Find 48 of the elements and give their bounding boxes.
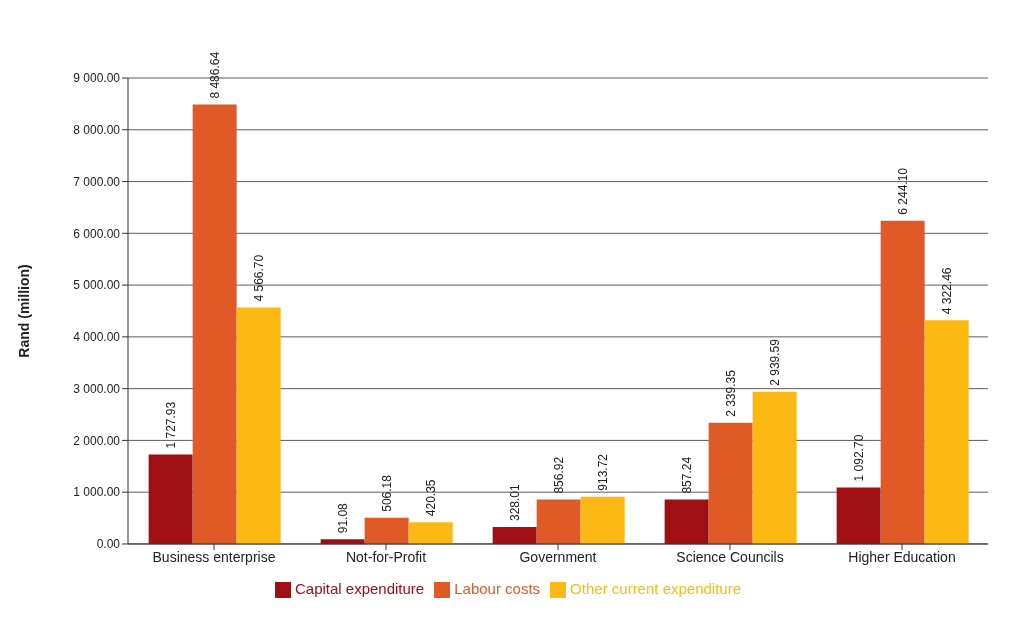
bar	[924, 320, 969, 544]
x-tick-label: Business enterprise	[152, 548, 276, 565]
y-tick-label: 1 000.00	[73, 485, 121, 500]
data-label: 506.18	[379, 474, 394, 512]
legend-label: Other current expenditure	[570, 579, 742, 597]
legend-label: Capital expenditure	[294, 579, 425, 597]
bar	[580, 496, 625, 544]
data-label: 328.01	[507, 483, 522, 521]
bar	[664, 499, 709, 544]
bar	[148, 454, 193, 544]
legend-label: Labour costs	[454, 579, 541, 597]
y-tick-label: 5 000.00	[73, 278, 121, 293]
y-tick-label: 7 000.00	[73, 174, 121, 189]
y-axis-title: Rand (million)	[15, 264, 32, 358]
bar	[192, 104, 237, 544]
y-tick-label: 4 000.00	[73, 330, 121, 345]
bar	[408, 522, 453, 544]
x-tick-label: Higher Education	[848, 548, 956, 565]
data-label: 8 486.64	[207, 51, 222, 99]
bar	[752, 391, 797, 544]
data-label: 2 339.35	[723, 369, 738, 417]
x-tick-label: Science Councils	[676, 548, 784, 565]
bar	[236, 307, 281, 544]
data-label: 856.92	[551, 456, 566, 494]
data-label: 1 092.70	[851, 434, 866, 482]
x-tick-label: Government	[519, 548, 597, 565]
data-label: 857.24	[679, 456, 694, 494]
data-label: 4 566.70	[251, 254, 266, 302]
bar	[836, 487, 881, 544]
bar	[708, 422, 753, 544]
bar	[492, 526, 537, 544]
y-tick-label: 6 000.00	[73, 226, 121, 241]
data-label: 913.72	[595, 453, 610, 491]
data-label: 4 322.46	[939, 267, 954, 315]
y-tick-label: 0.00	[96, 537, 121, 552]
bar	[536, 499, 581, 544]
data-label: 91.08	[335, 502, 350, 534]
data-label: 1 727.93	[163, 401, 178, 449]
bar	[880, 220, 925, 544]
data-label: 420.35	[423, 479, 438, 517]
data-label: 2 939.59	[767, 338, 782, 386]
x-tick-label: Not-for-Profit	[345, 548, 427, 565]
y-tick-label: 2 000.00	[73, 433, 121, 448]
y-tick-label: 3 000.00	[73, 381, 121, 396]
bar	[364, 517, 409, 544]
y-tick-label: 8 000.00	[73, 123, 121, 138]
data-label: 6 244.10	[895, 167, 910, 215]
y-tick-label: 9 000.00	[73, 71, 121, 86]
